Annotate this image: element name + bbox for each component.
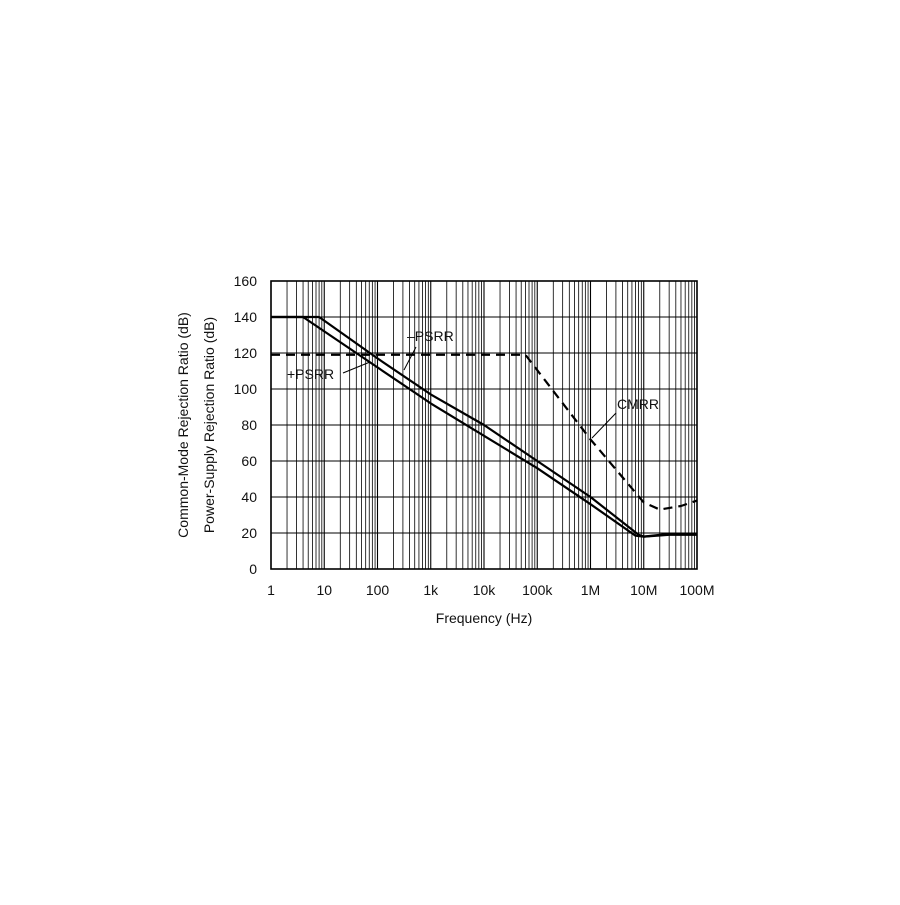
- y-tick-label: 120: [234, 345, 258, 361]
- x-tick-label: 10: [316, 582, 332, 598]
- series-lines: [271, 315, 698, 538]
- annotation-label: –PSRR: [407, 328, 454, 344]
- annotations: –PSRR +PSRR CMRR: [287, 328, 659, 439]
- series-line-cmrr: [271, 353, 698, 511]
- x-tick-label: 1: [267, 582, 275, 598]
- annotation-label: CMRR: [617, 396, 659, 412]
- annotation-label: +PSRR: [287, 366, 334, 382]
- x-tick-label: 100M: [679, 582, 714, 598]
- grid: [270, 280, 697, 570]
- x-tick-label: 1M: [581, 582, 600, 598]
- x-tick-label: 100: [366, 582, 390, 598]
- annotation-leader: [403, 346, 417, 371]
- y-tick-label: 20: [241, 525, 257, 541]
- y-tick-label: 140: [234, 309, 258, 325]
- plot-frame: [270, 280, 698, 570]
- series-line-psrr: [271, 315, 697, 538]
- x-tick-label: 10M: [630, 582, 657, 598]
- annotation-leader: [591, 412, 617, 439]
- y-tick-label: 40: [241, 489, 257, 505]
- x-tick-label: 100k: [522, 582, 553, 598]
- y-tick-label: 0: [249, 561, 257, 577]
- y-tick-label: 100: [234, 381, 258, 397]
- y-axis-title-cmrr: Common-Mode Rejection Ratio (dB): [175, 312, 191, 538]
- annotation-leader: [342, 361, 371, 374]
- y-tick-label: 160: [234, 273, 258, 289]
- x-axis-title: Frequency (Hz): [436, 610, 532, 626]
- y-tick-label: 80: [241, 417, 257, 433]
- x-tick-label: 1k: [423, 582, 439, 598]
- tick-labels: 1 10 100 1k 10k 100k 1M 10M 100M 0 20 40 60 80 100 120 1…: [234, 273, 715, 598]
- y-tick-label: 60: [241, 453, 257, 469]
- y-axis-title-psrr: Power-Supply Rejection Ratio (dB): [201, 317, 217, 533]
- x-tick-label: 10k: [473, 582, 497, 598]
